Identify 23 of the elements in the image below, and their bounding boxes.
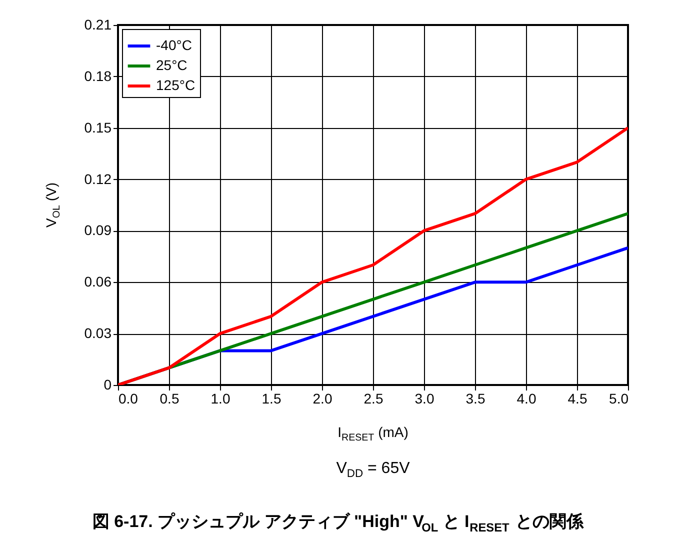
x-tick-label: 1.5 [262,390,282,406]
x-tick-label: 5.0 [609,390,629,406]
y-tick-label: 0.15 [84,119,112,136]
legend-label: 125°C [156,77,196,93]
y-tick-label: 0.09 [84,222,112,238]
x-tick-label: 1.0 [210,390,230,406]
x-tick-label: 4.5 [568,390,588,406]
y-tick-label: 0.12 [84,170,112,187]
y-tick-label: 0.21 [84,16,112,32]
x-tick-label: 3.5 [466,390,486,406]
y-tick-label: 0.18 [84,68,112,84]
x-tick-label: 2.0 [312,390,332,406]
legend-label: -40°C [156,37,192,53]
x-tick-label: 2.5 [364,390,384,406]
y-tick-label: 0.06 [84,274,112,290]
x-tick-label: 3.0 [414,390,434,406]
y-tick-label: 0.03 [84,325,112,342]
x-tick-label: 0.5 [160,390,180,406]
y-tick-label: 0 [104,376,112,392]
x-tick-label: 0.0 [118,390,138,406]
x-tick-label: 4.0 [516,390,536,406]
legend-label: 25°C [156,57,188,73]
y-axis-title: VOL (V) [43,182,62,228]
